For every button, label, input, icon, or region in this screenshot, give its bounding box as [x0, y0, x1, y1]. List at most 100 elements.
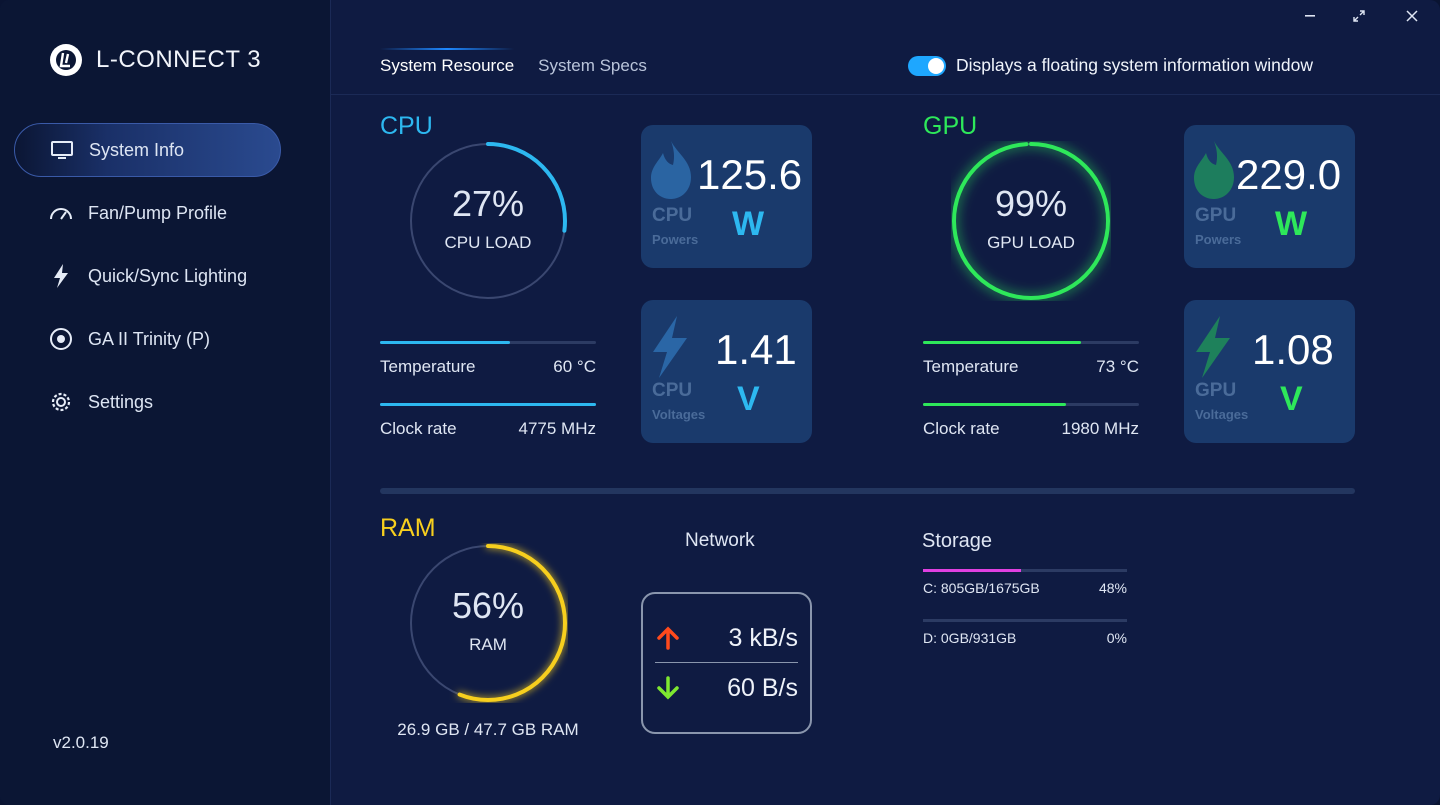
sidebar-item-label: System Info	[89, 139, 185, 160]
floating-window-toggle-group: Displays a floating system information w…	[908, 55, 1313, 76]
cpu-voltage-sub: Voltages	[652, 407, 706, 422]
gpu-temperature: Temperature 73 °C	[923, 341, 1139, 377]
gpu-voltage-value: 1.08	[1252, 326, 1334, 373]
gpu-temperature-bar	[923, 341, 1081, 344]
section-divider	[380, 488, 1355, 494]
cpu-temperature: Temperature 60 °C	[380, 341, 596, 377]
cpu-power-value: 125.6	[697, 151, 803, 198]
gpu-load-ring	[952, 142, 1110, 300]
cpu-load-value: 27%	[451, 183, 525, 224]
gpu-power-unit: W	[1275, 205, 1308, 243]
network-box: 3 kB/s 60 B/s	[641, 592, 812, 734]
gpu-title: GPU	[923, 112, 978, 140]
storage-drive-c-label: C: 805GB/1675GB	[923, 580, 1040, 596]
download-arrow-icon	[657, 676, 679, 700]
gpu-power-card: 229.0 W GPU Powers	[1184, 125, 1355, 268]
gpu-load-gauge: 99% GPU LOAD	[951, 141, 1111, 301]
cpu-load-ring	[409, 142, 567, 300]
tab-system-resource[interactable]: System Resource	[380, 48, 515, 82]
lightning-icon	[653, 316, 687, 378]
upload-arrow-icon	[657, 626, 679, 650]
gpu-power-kind: GPU	[1195, 205, 1237, 226]
network-download: 60 B/s	[655, 664, 798, 712]
storage-drive-d: D: 0GB/931GB 0%	[923, 619, 1127, 646]
flame-icon	[1194, 141, 1234, 199]
gpu-clock-bar	[923, 403, 1066, 406]
sidebar-item-settings[interactable]: Settings	[14, 375, 281, 429]
storage-drive-d-percent: 0%	[1106, 630, 1127, 646]
minimize-icon[interactable]	[1300, 6, 1320, 26]
cpu-clock: Clock rate 4775 MHz	[380, 403, 596, 439]
sidebar-item-label: GA II Trinity (P)	[88, 328, 211, 349]
gpu-load-label: GPU LOAD	[987, 233, 1075, 252]
lianli-logo-icon	[50, 44, 82, 76]
app-version: v2.0.19	[53, 733, 109, 752]
cpu-clock-bar	[380, 403, 596, 406]
sidebar-item-ga-ii-trinity[interactable]: GA II Trinity (P)	[14, 312, 281, 366]
cpu-load-gauge: 27% CPU LOAD	[408, 141, 568, 301]
ram-title: RAM	[380, 514, 436, 542]
storage-drive-d-label: D: 0GB/931GB	[923, 630, 1017, 646]
cpu-voltage-kind: CPU	[652, 380, 693, 401]
sidebar-item-fan-pump-profile[interactable]: Fan/Pump Profile	[14, 186, 281, 240]
cpu-title: CPU	[380, 112, 433, 140]
cpu-voltage-card: 1.41 V CPU Voltages	[641, 300, 812, 443]
lightning-icon	[1196, 316, 1230, 378]
app-title: L-CONNECT 3	[96, 46, 262, 73]
cpu-temperature-value: 60 °C	[553, 357, 596, 376]
gpu-temperature-label: Temperature	[923, 357, 1019, 376]
network-separator	[655, 662, 798, 663]
cpu-power-sub: Powers	[652, 232, 699, 247]
ram-load-gauge: 56% RAM	[408, 543, 568, 703]
cpu-voltage-unit: V	[737, 380, 760, 418]
network-title: Network	[685, 530, 755, 551]
sidebar-item-quick-sync-lighting[interactable]: Quick/Sync Lighting	[14, 249, 281, 303]
network-upload-value: 3 kB/s	[728, 623, 798, 652]
ram-load-label: RAM	[469, 635, 507, 654]
maximize-icon[interactable]	[1349, 6, 1369, 26]
gpu-clock-value: 1980 MHz	[1061, 419, 1139, 438]
gpu-voltage-card: 1.08 V GPU Voltages	[1184, 300, 1355, 443]
sidebar-item-system-info[interactable]: System Info	[14, 123, 281, 177]
gauge-icon	[48, 200, 74, 226]
storage-title: Storage	[922, 530, 993, 552]
storage-drive-c-percent: 48%	[1098, 580, 1127, 596]
sidebar: L-CONNECT 3 System Info Fan/Pump Profile…	[0, 0, 331, 805]
gpu-voltage-kind: GPU	[1195, 380, 1237, 401]
gpu-clock-label: Clock rate	[923, 419, 1000, 438]
network-download-value: 60 B/s	[727, 673, 798, 702]
cpu-clock-value: 4775 MHz	[518, 419, 596, 438]
sidebar-item-label: Quick/Sync Lighting	[88, 265, 248, 286]
floating-window-toggle[interactable]	[908, 55, 946, 76]
monitor-icon	[49, 137, 75, 163]
header-divider	[331, 94, 1440, 95]
close-icon[interactable]	[1402, 6, 1422, 26]
cpu-power-card: 125.6 W CPU Powers	[641, 125, 812, 268]
cpu-voltage-value: 1.41	[715, 326, 797, 373]
gpu-temperature-value: 73 °C	[1096, 357, 1139, 376]
lightning-icon	[48, 263, 74, 289]
storage-drive-c-bar	[923, 569, 1021, 572]
gpu-power-value: 229.0	[1236, 151, 1342, 198]
ram-load-value: 56%	[451, 585, 525, 626]
cpu-power-kind: CPU	[652, 205, 693, 226]
storage-drive-c: C: 805GB/1675GB 48%	[923, 569, 1127, 596]
ram-load-ring	[409, 544, 567, 702]
brand: L-CONNECT 3	[50, 44, 261, 76]
gpu-power-sub: Powers	[1195, 232, 1242, 247]
cpu-temperature-label: Temperature	[380, 357, 476, 376]
ram-detail: 26.9 GB / 47.7 GB RAM	[397, 720, 579, 739]
gpu-clock: Clock rate 1980 MHz	[923, 403, 1139, 439]
sidebar-item-label: Settings	[88, 391, 154, 412]
tab-system-specs[interactable]: System Specs	[538, 56, 647, 75]
cpu-power-unit: W	[732, 205, 765, 243]
gpu-voltage-sub: Voltages	[1195, 407, 1249, 422]
sidebar-item-label: Fan/Pump Profile	[88, 202, 228, 223]
tab-bar: System Resource System Specs	[380, 48, 647, 82]
gpu-load-value: 99%	[994, 183, 1068, 224]
flame-icon	[651, 141, 691, 199]
sidebar-nav: System Info Fan/Pump Profile Quick/Sync …	[14, 123, 281, 438]
target-icon	[48, 326, 74, 352]
floating-window-label: Displays a floating system information w…	[956, 55, 1313, 75]
